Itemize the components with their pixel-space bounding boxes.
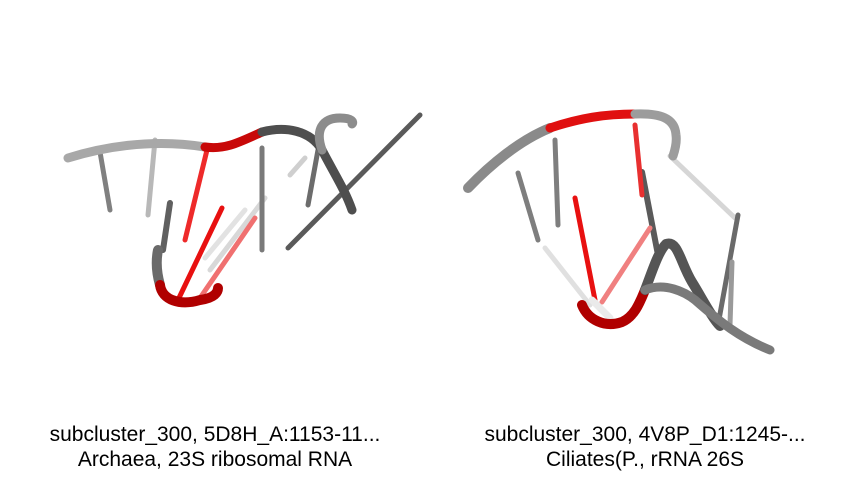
structure-caption-right: subcluster_300, 4V8P_D1:1245-... Ciliate… (430, 422, 860, 472)
caption-title-left: subcluster_300, 5D8H_A:1153-11... (49, 423, 381, 446)
caption-title-right: subcluster_300, 4V8P_D1:1245-... (484, 423, 806, 446)
structure-caption-left: subcluster_300, 5D8H_A:1153-11... Archae… (0, 422, 430, 472)
caption-subtitle-left: Archaea, 23S ribosomal RNA (77, 448, 353, 471)
structure-panel-left: subcluster_300, 5D8H_A:1153-11... Archae… (0, 112, 430, 472)
rna-structure-render-left (63, 112, 423, 308)
rna-structure-render-right (463, 109, 775, 355)
caption-subtitle-right: Ciliates(P., rRNA 26S (545, 448, 745, 471)
structure-panel-right: subcluster_300, 4V8P_D1:1245-... Ciliate… (430, 0, 860, 480)
